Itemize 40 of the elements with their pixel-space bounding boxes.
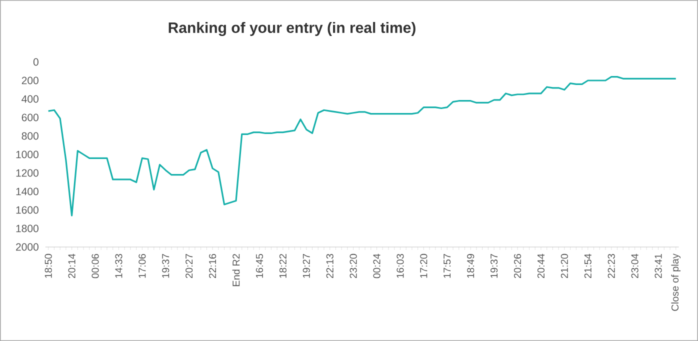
x-tick-label: 18:50 <box>44 254 52 278</box>
x-tick-label: 21:54 <box>584 254 592 278</box>
x-tick-label: 16:45 <box>256 254 264 278</box>
x-tick-label: 20:26 <box>514 254 522 278</box>
x-tick-label: 16:03 <box>396 254 404 278</box>
x-tick-label: 19:37 <box>162 254 170 278</box>
x-tick-label: 22:16 <box>209 254 216 278</box>
x-tick-label: 17:20 <box>420 254 428 278</box>
x-tick-label: 00:06 <box>92 254 99 278</box>
x-tick-label: 18:22 <box>279 254 286 278</box>
y-tick-label: 2000 <box>16 243 38 251</box>
x-tick-label: 23:20 <box>350 254 357 278</box>
y-tick-label: 1400 <box>16 188 38 196</box>
x-tick-label: 20:14 <box>68 254 76 278</box>
x-tick-label: 19:27 <box>302 254 310 278</box>
x-tick-label: 00:24 <box>373 254 380 278</box>
y-tick-label: 200 <box>22 76 38 84</box>
y-tick-label: 400 <box>22 95 38 103</box>
x-tick-label: 23:41 <box>654 254 662 278</box>
y-tick-label: 800 <box>22 132 38 140</box>
y-tick-label: 600 <box>22 114 38 122</box>
y-tick-label: 1000 <box>16 150 38 158</box>
y-tick-label: 0 <box>33 58 38 66</box>
x-tick-label: 18:49 <box>467 254 474 278</box>
x-tick-label: 17:57 <box>444 254 451 278</box>
chart-title: Ranking of your entry (in real time) <box>168 22 416 36</box>
y-tick-label: 1800 <box>16 224 38 232</box>
x-tick-label: 20:27 <box>186 254 193 278</box>
x-tick-label: End R2 <box>232 254 240 286</box>
x-tick-label: 19:37 <box>490 254 498 278</box>
x-tick-label: 22:13 <box>326 254 334 278</box>
x-tick-label: 23:04 <box>631 254 638 278</box>
x-tick-label: 21:20 <box>560 254 568 278</box>
y-tick-label: 1200 <box>16 169 38 177</box>
x-tick-label: 22:23 <box>608 254 615 278</box>
x-tick-label: Close of play <box>671 254 681 311</box>
x-tick-label: 17:06 <box>138 254 146 278</box>
y-tick-label: 1600 <box>16 206 38 214</box>
x-tick-label: 20:44 <box>537 254 545 278</box>
x-tick-label: 14:33 <box>115 254 122 278</box>
